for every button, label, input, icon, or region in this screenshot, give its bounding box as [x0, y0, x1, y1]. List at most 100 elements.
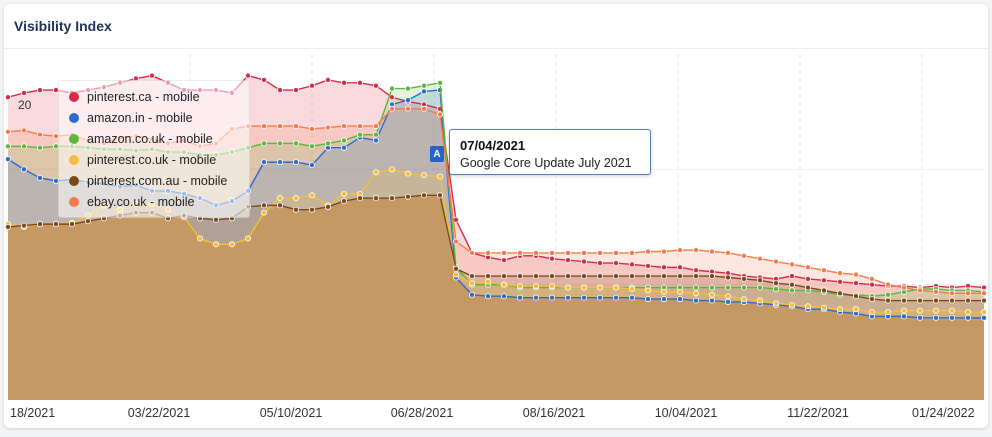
data-point[interactable]	[709, 248, 716, 255]
data-point[interactable]	[260, 209, 267, 216]
data-point[interactable]	[677, 288, 684, 295]
data-point[interactable]	[693, 290, 700, 297]
data-point[interactable]	[276, 159, 283, 166]
data-point[interactable]	[260, 76, 267, 83]
data-point[interactable]	[260, 159, 267, 166]
data-point[interactable]	[420, 192, 427, 199]
data-point[interactable]	[20, 127, 27, 134]
data-point[interactable]	[549, 249, 556, 256]
data-point[interactable]	[20, 222, 27, 229]
data-point[interactable]	[420, 105, 427, 112]
data-point[interactable]	[853, 271, 860, 278]
data-point[interactable]	[533, 283, 540, 290]
data-point[interactable]	[404, 193, 411, 200]
data-point[interactable]	[677, 296, 684, 303]
data-point[interactable]	[436, 111, 443, 118]
data-point[interactable]	[484, 278, 491, 285]
data-point[interactable]	[629, 249, 636, 256]
data-point[interactable]	[869, 296, 876, 303]
data-point[interactable]	[356, 195, 363, 202]
data-point[interactable]	[565, 294, 572, 301]
data-point[interactable]	[500, 293, 507, 300]
data-point[interactable]	[292, 87, 299, 94]
data-point[interactable]	[901, 284, 908, 291]
data-point[interactable]	[773, 300, 780, 307]
data-point[interactable]	[981, 290, 988, 297]
data-point[interactable]	[853, 280, 860, 287]
data-point[interactable]	[388, 166, 395, 173]
data-point[interactable]	[629, 285, 636, 292]
data-point[interactable]	[629, 261, 636, 268]
data-point[interactable]	[517, 273, 524, 280]
data-point[interactable]	[5, 156, 11, 163]
data-point[interactable]	[597, 284, 604, 291]
data-point[interactable]	[661, 273, 668, 280]
data-point[interactable]	[613, 273, 620, 280]
data-point[interactable]	[292, 123, 299, 130]
legend-item[interactable]: pinterest.ca - mobile	[69, 87, 200, 107]
data-point[interactable]	[661, 264, 668, 271]
data-point[interactable]	[565, 249, 572, 256]
data-point[interactable]	[773, 280, 780, 287]
data-point[interactable]	[388, 105, 395, 112]
data-point[interactable]	[5, 94, 11, 101]
data-point[interactable]	[356, 123, 363, 130]
data-point[interactable]	[292, 140, 299, 147]
data-point[interactable]	[308, 143, 315, 150]
data-point[interactable]	[452, 265, 459, 272]
data-point[interactable]	[484, 293, 491, 300]
data-point[interactable]	[244, 72, 251, 79]
legend-item[interactable]: ebay.co.uk - mobile	[69, 192, 194, 212]
data-point[interactable]	[965, 309, 972, 316]
data-point[interactable]	[757, 297, 764, 304]
data-point[interactable]	[581, 284, 588, 291]
data-point[interactable]	[500, 281, 507, 288]
data-point[interactable]	[917, 307, 924, 314]
data-point[interactable]	[388, 85, 395, 92]
data-point[interactable]	[404, 85, 411, 92]
data-point[interactable]	[308, 192, 315, 199]
data-point[interactable]	[228, 241, 235, 248]
data-point[interactable]	[885, 297, 892, 304]
data-point[interactable]	[5, 128, 11, 135]
data-point[interactable]	[949, 297, 956, 304]
data-point[interactable]	[37, 144, 44, 151]
data-point[interactable]	[53, 221, 60, 228]
data-point[interactable]	[853, 293, 860, 300]
data-point[interactable]	[693, 267, 700, 274]
data-point[interactable]	[372, 131, 379, 138]
data-point[interactable]	[260, 140, 267, 147]
data-point[interactable]	[533, 273, 540, 280]
data-point[interactable]	[869, 281, 876, 288]
data-point[interactable]	[645, 248, 652, 255]
data-point[interactable]	[276, 195, 283, 202]
data-point[interactable]	[645, 262, 652, 269]
data-point[interactable]	[69, 221, 76, 228]
data-point[interactable]	[533, 249, 540, 256]
data-point[interactable]	[340, 190, 347, 197]
data-point[interactable]	[597, 273, 604, 280]
data-point[interactable]	[37, 174, 44, 181]
data-point[interactable]	[292, 206, 299, 213]
data-point[interactable]	[581, 273, 588, 280]
data-point[interactable]	[965, 290, 972, 297]
annotation-marker[interactable]: A	[430, 146, 444, 162]
data-point[interactable]	[244, 235, 251, 242]
data-point[interactable]	[468, 280, 475, 287]
data-point[interactable]	[517, 249, 524, 256]
data-point[interactable]	[37, 87, 44, 94]
data-point[interactable]	[148, 72, 155, 79]
data-point[interactable]	[436, 79, 443, 86]
data-point[interactable]	[276, 123, 283, 130]
data-point[interactable]	[5, 223, 11, 230]
data-point[interactable]	[613, 260, 620, 267]
data-point[interactable]	[725, 298, 732, 305]
data-point[interactable]	[276, 202, 283, 209]
data-point[interactable]	[452, 271, 459, 278]
data-point[interactable]	[372, 195, 379, 202]
legend-item[interactable]: pinterest.com.au - mobile	[69, 171, 227, 191]
data-point[interactable]	[37, 131, 44, 138]
data-point[interactable]	[869, 309, 876, 316]
data-point[interactable]	[388, 195, 395, 202]
data-point[interactable]	[436, 192, 443, 199]
